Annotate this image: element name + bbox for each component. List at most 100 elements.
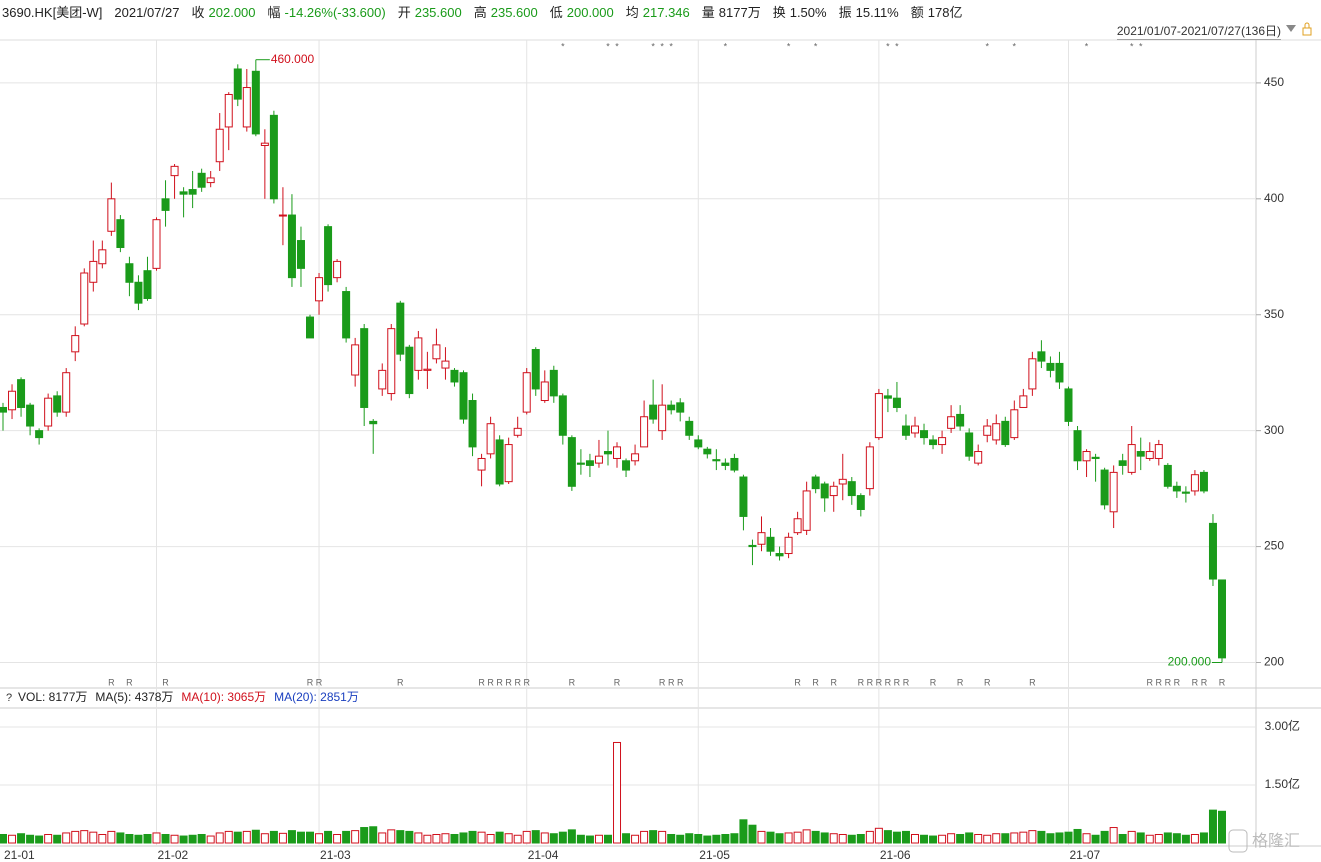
volume-bar — [802, 829, 811, 844]
field-value: 8177万 — [718, 5, 761, 20]
x-tick-label: 21-07 — [1069, 848, 1100, 862]
candle-body — [784, 536, 793, 555]
field-label: 幅 — [267, 5, 281, 20]
y2-tick-label: 3.00亿 — [1265, 718, 1300, 733]
volume-bar — [965, 832, 974, 844]
volume-bar — [685, 833, 694, 844]
candle-body — [125, 263, 134, 283]
field-label: 量 — [701, 5, 715, 20]
volume-bar — [658, 830, 667, 844]
candle-body — [89, 260, 98, 283]
field-value: 217.346 — [642, 5, 690, 20]
field-label: 低 — [549, 5, 563, 20]
event-r: R — [1201, 677, 1208, 687]
candle-body — [324, 226, 333, 286]
volume-bar — [260, 833, 269, 844]
volume-bar — [739, 819, 748, 844]
field-value: 235.600 — [414, 5, 462, 20]
candle-body — [17, 379, 26, 408]
volume-bar — [35, 835, 44, 844]
volume-bar — [450, 833, 459, 844]
candle-body — [658, 404, 667, 432]
event-r: R — [162, 677, 169, 687]
candle-body — [1145, 451, 1154, 459]
volume-bar — [1055, 832, 1064, 844]
volume-bar — [1010, 832, 1019, 844]
field-value: 178亿 — [927, 5, 963, 20]
candle-body — [775, 553, 784, 557]
event-r: R — [397, 677, 404, 687]
candle-body — [757, 532, 766, 545]
volume-bar — [920, 834, 929, 844]
volume-bar — [522, 830, 531, 844]
volume-bar — [107, 830, 116, 844]
volume-bar — [856, 833, 865, 844]
event-star: * — [561, 41, 565, 51]
volume-bar — [396, 830, 405, 844]
x-tick-label: 21-03 — [320, 848, 351, 862]
field-value: 1.50% — [789, 5, 827, 20]
event-r: R — [668, 677, 675, 687]
candle-body — [992, 423, 1001, 441]
candle-body — [1181, 491, 1190, 494]
volume-bar — [360, 827, 369, 844]
candle-body — [829, 485, 838, 497]
event-star: * — [886, 41, 890, 51]
volume-bar — [1109, 827, 1118, 844]
lock-icon[interactable] — [1302, 27, 1312, 36]
candle-body — [739, 476, 748, 517]
candle-body — [504, 444, 513, 483]
dropdown-icon[interactable] — [1286, 25, 1296, 32]
candle-body — [450, 369, 459, 383]
candle-body — [920, 430, 929, 439]
field-value: 200.000 — [566, 5, 614, 20]
candle-body — [1172, 485, 1181, 492]
volume-bar — [1181, 834, 1190, 844]
field-label: 换 — [772, 5, 786, 20]
volume-bar — [188, 834, 197, 844]
candle-body — [1082, 451, 1091, 462]
candle-body — [631, 453, 640, 462]
x-tick-label: 21-01 — [4, 848, 35, 862]
volume-legend: MA(5): 4378万 — [95, 690, 173, 704]
candle-body — [197, 172, 206, 188]
volume-bar — [351, 830, 360, 844]
volume-legend: MA(10): 3065万 — [181, 690, 266, 704]
candle-body — [224, 93, 233, 128]
candle-body — [838, 478, 847, 485]
candle-body — [513, 427, 522, 436]
candle-body — [1199, 471, 1208, 492]
event-r: R — [1165, 677, 1172, 687]
volume-bar — [152, 832, 161, 844]
help-icon[interactable]: ? — [6, 692, 12, 704]
candle-body — [974, 451, 983, 464]
candle-body — [251, 70, 260, 135]
volume-bar — [766, 831, 775, 844]
volume-bar — [8, 834, 17, 844]
candle-body — [62, 372, 71, 413]
volume-bar — [649, 830, 658, 844]
volume-bar — [80, 830, 89, 844]
volume-bar — [793, 831, 802, 844]
candle-body — [667, 404, 676, 411]
candle-body — [459, 372, 468, 420]
volume-bar — [306, 831, 315, 844]
event-star: * — [1085, 41, 1089, 51]
candle-body — [152, 219, 161, 269]
volume-bar — [269, 830, 278, 844]
event-r: R — [894, 677, 901, 687]
candle-body — [1208, 522, 1217, 580]
event-star: * — [724, 41, 728, 51]
candle-body — [793, 518, 802, 534]
event-r: R — [126, 677, 133, 687]
event-star: * — [669, 41, 673, 51]
candle-body — [333, 260, 342, 279]
candle-body — [315, 277, 324, 302]
volume-bar — [549, 833, 558, 844]
field-value: 235.600 — [490, 5, 538, 20]
volume-bar — [26, 834, 35, 844]
candle-body — [269, 114, 278, 200]
volume-bar — [486, 833, 495, 844]
y-tick-label: 400 — [1264, 191, 1284, 205]
